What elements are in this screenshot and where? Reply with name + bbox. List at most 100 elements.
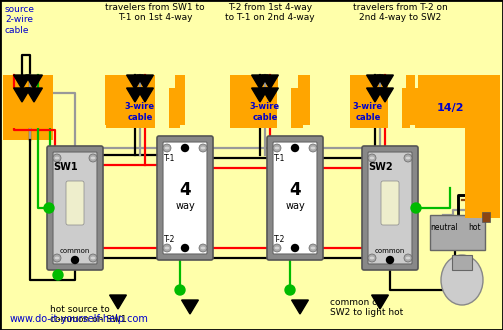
Text: 4: 4	[289, 181, 301, 199]
Text: T-2 from 1st 4-way
to T-1 on 2nd 4-way: T-2 from 1st 4-way to T-1 on 2nd 4-way	[225, 3, 315, 22]
Circle shape	[292, 145, 298, 151]
FancyBboxPatch shape	[157, 136, 213, 260]
Circle shape	[368, 254, 376, 262]
Circle shape	[309, 244, 317, 252]
Text: common on
SW2 to light hot: common on SW2 to light hot	[330, 298, 403, 317]
FancyBboxPatch shape	[47, 146, 103, 270]
Circle shape	[182, 145, 189, 151]
Circle shape	[44, 203, 54, 213]
Circle shape	[163, 144, 171, 152]
Bar	[482, 212, 490, 222]
Polygon shape	[14, 75, 30, 89]
Bar	[3, 75, 53, 140]
Circle shape	[273, 144, 281, 152]
Circle shape	[404, 254, 412, 262]
Text: T-1: T-1	[164, 154, 176, 163]
Bar	[350, 75, 415, 125]
Bar	[388, 75, 406, 125]
Circle shape	[285, 285, 295, 295]
Polygon shape	[292, 300, 308, 314]
Bar	[3, 88, 53, 128]
Text: www.do-it-yourself-help.com: www.do-it-yourself-help.com	[10, 314, 149, 324]
Ellipse shape	[275, 247, 279, 249]
Bar	[155, 88, 169, 128]
Bar	[350, 88, 410, 128]
Circle shape	[292, 245, 298, 251]
Circle shape	[386, 256, 393, 263]
FancyBboxPatch shape	[66, 181, 84, 225]
Bar	[452, 255, 472, 270]
Polygon shape	[377, 88, 393, 102]
Ellipse shape	[370, 257, 374, 259]
Text: travelers from T-2 on
2nd 4-way to SW2: travelers from T-2 on 2nd 4-way to SW2	[353, 3, 447, 22]
Text: T-2: T-2	[274, 235, 285, 244]
Polygon shape	[137, 88, 153, 102]
Ellipse shape	[310, 147, 315, 149]
Ellipse shape	[164, 247, 170, 249]
Bar	[430, 215, 485, 250]
Circle shape	[182, 245, 189, 251]
Ellipse shape	[55, 157, 59, 159]
Polygon shape	[127, 88, 143, 102]
Text: 3-wire
cable: 3-wire cable	[125, 102, 155, 122]
Circle shape	[309, 144, 317, 152]
Circle shape	[411, 203, 421, 213]
Text: common: common	[375, 248, 405, 254]
Polygon shape	[377, 75, 393, 89]
Ellipse shape	[405, 157, 410, 159]
Text: way: way	[285, 201, 305, 211]
Text: neutral: neutral	[430, 223, 458, 233]
Circle shape	[199, 244, 207, 252]
Bar	[155, 75, 175, 125]
Ellipse shape	[201, 147, 205, 149]
Polygon shape	[367, 75, 383, 89]
Circle shape	[404, 154, 412, 162]
Bar	[278, 75, 298, 125]
FancyBboxPatch shape	[362, 146, 418, 270]
Text: hot source to
common on SW1: hot source to common on SW1	[50, 305, 127, 324]
Circle shape	[89, 254, 97, 262]
Text: 3-wire
cable: 3-wire cable	[353, 102, 383, 122]
Circle shape	[175, 285, 185, 295]
Polygon shape	[26, 75, 42, 89]
Text: 4: 4	[179, 181, 191, 199]
Circle shape	[273, 244, 281, 252]
Bar	[106, 88, 180, 128]
Polygon shape	[110, 295, 126, 309]
FancyBboxPatch shape	[163, 142, 207, 254]
Circle shape	[53, 270, 63, 280]
Text: T-1: T-1	[274, 154, 285, 163]
Ellipse shape	[91, 157, 96, 159]
Bar	[415, 88, 500, 128]
Circle shape	[53, 254, 61, 262]
Polygon shape	[252, 75, 269, 89]
Text: 3-wire
cable: 3-wire cable	[250, 102, 280, 122]
Polygon shape	[182, 300, 198, 314]
Circle shape	[53, 154, 61, 162]
FancyBboxPatch shape	[368, 152, 412, 264]
Ellipse shape	[370, 157, 374, 159]
Ellipse shape	[91, 257, 96, 259]
Polygon shape	[252, 88, 269, 102]
FancyBboxPatch shape	[273, 142, 317, 254]
FancyBboxPatch shape	[381, 181, 399, 225]
Text: 14/2: 14/2	[436, 103, 464, 113]
Ellipse shape	[441, 255, 483, 305]
Ellipse shape	[405, 257, 410, 259]
Bar	[230, 88, 303, 128]
Bar	[418, 75, 500, 125]
Text: T-2: T-2	[164, 235, 176, 244]
Polygon shape	[262, 88, 278, 102]
Text: hot: hot	[469, 223, 481, 233]
Text: source
2-wire
cable: source 2-wire cable	[5, 5, 35, 35]
Circle shape	[89, 154, 97, 162]
Ellipse shape	[201, 247, 205, 249]
Text: travelers from SW1 to
T-1 on 1st 4-way: travelers from SW1 to T-1 on 1st 4-way	[105, 3, 205, 22]
Ellipse shape	[275, 147, 279, 149]
Bar	[468, 75, 500, 205]
Text: way: way	[175, 201, 195, 211]
Polygon shape	[367, 88, 383, 102]
FancyBboxPatch shape	[53, 152, 97, 264]
Bar	[277, 88, 291, 128]
Polygon shape	[14, 88, 30, 102]
